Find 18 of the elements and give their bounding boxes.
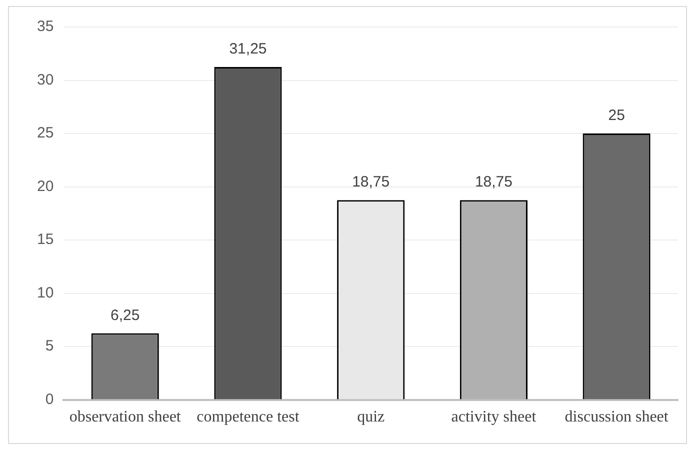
y-tick-label: 10 <box>36 284 54 302</box>
x-tick-label: activity sheet <box>451 408 537 426</box>
x-tick-label: quiz <box>357 408 385 426</box>
y-tick-label: 20 <box>36 178 54 195</box>
data-label: 6,25 <box>110 306 140 324</box>
y-tick-label: 35 <box>36 18 54 36</box>
y-tick-label: 0 <box>45 390 54 408</box>
x-tick-label: discussion sheet <box>564 408 669 426</box>
y-tick-label: 5 <box>45 338 54 355</box>
data-label: 18,75 <box>352 174 390 191</box>
x-tick-label: competence test <box>196 408 300 426</box>
y-tick-label: 30 <box>36 71 54 88</box>
x-tick-label: observation sheet <box>69 408 182 426</box>
y-tick-label: 25 <box>36 124 54 142</box>
y-tick-label: 15 <box>36 231 54 248</box>
data-label: 31,25 <box>229 40 267 58</box>
data-label: 18,75 <box>474 174 512 191</box>
data-label: 25 <box>608 107 625 124</box>
